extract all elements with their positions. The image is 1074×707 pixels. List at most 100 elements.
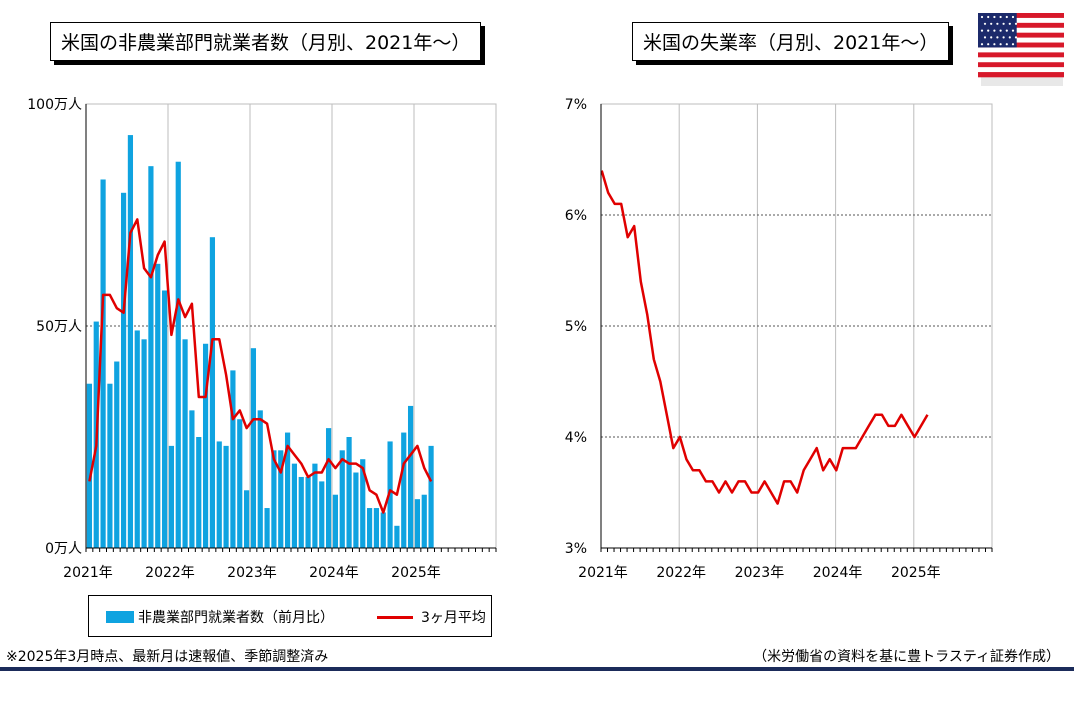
y-tick-label: 5%	[565, 319, 587, 335]
legend-line-swatch	[377, 615, 413, 619]
x-tick-label: 2023年	[735, 565, 785, 581]
footer-divider	[0, 667, 1074, 671]
bar-2023-01	[250, 348, 257, 548]
bar-2025-01	[414, 499, 421, 548]
flag-star	[1002, 36, 1005, 39]
flag-star	[996, 36, 999, 39]
bar-2023-02	[257, 410, 263, 548]
flag-stripe	[978, 32, 1064, 38]
y-tick-label: 100万人	[27, 97, 82, 113]
bar-2024-12	[407, 405, 414, 548]
flag-stripe	[978, 67, 1064, 73]
bar-2022-09	[223, 445, 229, 548]
bar-2021-11	[155, 263, 161, 548]
flag-stripe	[978, 17, 1064, 24]
flag-star	[1005, 43, 1008, 46]
flag-star	[987, 29, 990, 32]
flag-stripe	[978, 52, 1064, 58]
flag-star	[999, 15, 1002, 19]
us-flag-icon	[978, 13, 1064, 86]
flag-stripe	[978, 57, 1064, 63]
flag-star	[1008, 22, 1011, 25]
flag-star	[999, 43, 1002, 46]
y-tick-label: 6%	[565, 208, 587, 224]
bar-2022-03	[182, 339, 188, 548]
x-tick-label: 2024年	[813, 565, 863, 581]
y-tick-label: 3%	[565, 541, 587, 557]
flag-stripe	[978, 47, 1064, 53]
bar-2023-09	[305, 476, 311, 548]
flag-star	[993, 15, 996, 19]
flag-stripe	[978, 37, 1064, 43]
bar-2021-12	[161, 290, 168, 548]
bar-2024-02	[339, 450, 345, 548]
flag-star	[993, 43, 996, 46]
legend-line-label: 3ヶ月平均	[421, 610, 486, 626]
x-tick-label: 2021年	[63, 565, 113, 581]
bar-2022-02	[175, 161, 181, 548]
bar-2023-03	[264, 508, 270, 548]
x-tick-label: 2025年	[391, 565, 441, 581]
flag-star	[999, 29, 1002, 32]
y-tick-label: 50万人	[36, 319, 82, 335]
flag-star	[1011, 43, 1015, 46]
flag-star	[993, 29, 996, 32]
bar-2022-10	[230, 370, 236, 548]
bar-2022-05	[196, 437, 202, 548]
right-chart-title: 米国の失業率（月別、2021年～）	[632, 22, 950, 61]
flag-canton	[978, 13, 1017, 48]
flag-star	[990, 22, 993, 25]
bar-2021-09	[141, 339, 147, 548]
x-tick-label: 2024年	[309, 565, 359, 581]
flag-star	[1011, 15, 1015, 19]
unemployment-chart: 3% 4% 5% 6% 7% 2021年 2022年 2023年 2024年 2025年	[565, 97, 993, 581]
source-credit: （米労働省の資料を基に豊トラスティ証券作成）	[753, 649, 1060, 665]
left-chart-title: 米国の非農業部門就業者数（月別、2021年～）	[50, 22, 482, 61]
unemployment-line	[600, 170, 929, 505]
x-tick-label: 2021年	[578, 565, 628, 581]
bar-2024-01	[332, 494, 339, 548]
bar-2023-08	[298, 476, 304, 548]
bar-2021-10	[148, 166, 154, 548]
bar-2024-08	[380, 512, 386, 548]
flag-star	[983, 22, 987, 25]
bar-2022-06	[202, 343, 209, 548]
y-tick-label: 4%	[565, 430, 587, 446]
flag-star	[983, 36, 987, 39]
bar-2024-06	[366, 508, 373, 548]
bar-2023-12	[325, 428, 332, 548]
bar-2024-03	[346, 437, 352, 548]
y-tick-label: 7%	[565, 97, 587, 113]
flag-star	[1011, 29, 1015, 32]
flag-star	[980, 15, 984, 19]
bar-2025-03	[428, 445, 434, 548]
flag-star	[1014, 36, 1018, 39]
flag-stripe	[978, 27, 1064, 33]
flag-star	[1008, 36, 1011, 39]
payrolls-chart: 0万人 50万人 100万人 2021年 2022年 2023年 2024年 2025年	[27, 97, 497, 581]
flag-stripe	[978, 22, 1064, 29]
flag-star	[980, 29, 984, 32]
legend-bar-label: 非農業部門就業者数（前月比）	[138, 610, 334, 626]
legend-bar-swatch	[106, 611, 134, 623]
bar-2022-01	[168, 445, 175, 548]
x-tick-label: 2022年	[145, 565, 195, 581]
bar-2022-12	[243, 490, 250, 548]
footnote: ※2025年3月時点、最新月は速報値、季節調整済み	[6, 649, 329, 665]
x-tick-label: 2025年	[891, 565, 941, 581]
bar-2023-11	[319, 481, 325, 548]
x-tick-label: 2022年	[656, 565, 706, 581]
bar-2021-03	[100, 179, 106, 549]
flag-stripe	[978, 42, 1064, 48]
flag-star	[980, 43, 984, 46]
bar-2023-04	[271, 450, 277, 548]
bar-2023-06	[284, 432, 291, 548]
flag-star	[1014, 22, 1018, 25]
bar-2023-05	[278, 450, 284, 548]
bar-2021-08	[134, 330, 140, 548]
bar-2023-07	[291, 463, 298, 548]
x-tick-label: 2023年	[227, 565, 277, 581]
bar-2022-08	[216, 441, 222, 548]
chart-legend: 非農業部門就業者数（前月比） 3ヶ月平均	[88, 595, 492, 637]
average-line	[88, 218, 433, 514]
